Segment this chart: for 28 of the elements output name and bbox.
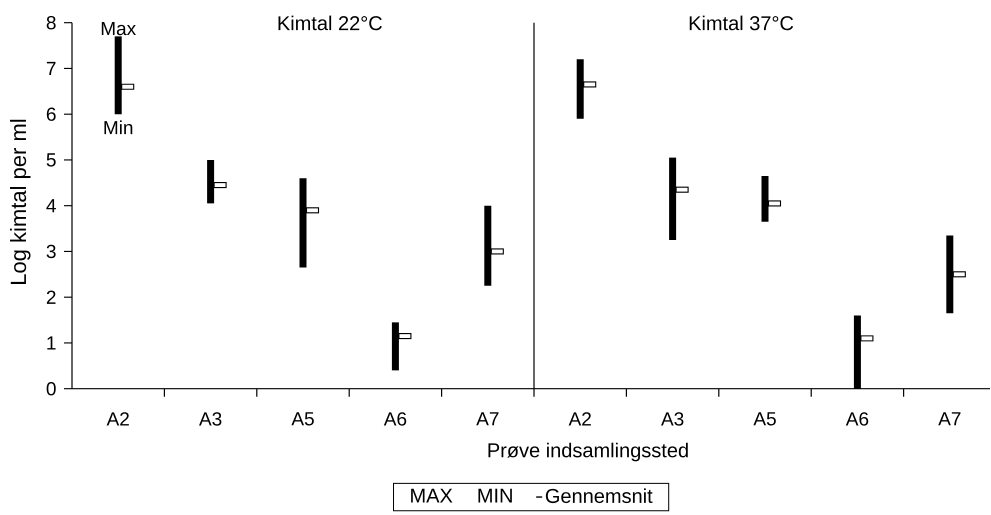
x-tick-label: A2 [568,412,591,426]
x-tick-label: A2 [106,412,129,426]
x-tick-label: A7 [476,412,498,426]
x-tick-label: A6 [846,412,868,426]
text: MIN [478,488,512,502]
x-tick-label: A6 [384,412,406,426]
x-tick-label: A3 [661,412,684,426]
y-tick-label: 6 [46,107,56,121]
legend-label: Gennemsnit [546,488,653,504]
y-axis-title: Log kimtal per ml [10,120,31,284]
text: MAX [411,488,452,502]
y-tick-label: 7 [46,62,56,75]
y-tick-label: 0 [46,382,56,396]
y-tick-label: 8 [46,16,56,30]
annotation: Max [102,22,136,36]
y-tick-label: 2 [46,290,56,304]
x-axis-title: Prøve indsamlingssted [488,442,688,462]
x-tick-label: A3 [199,412,222,426]
y-tick-label: 4 [46,199,56,212]
x-tick-label: A5 [291,412,314,426]
y-tick-label: 1 [47,336,56,350]
chart-title: Kimtal 22°C [278,16,382,30]
y-tick-label: 3 [46,244,56,258]
annotation: Min [104,120,132,134]
x-tick-label: A7 [938,412,960,426]
y-tick-label: 5 [46,153,56,167]
x-tick-label: A5 [753,412,776,426]
chart-title: Kimtal 37°C [690,16,794,30]
